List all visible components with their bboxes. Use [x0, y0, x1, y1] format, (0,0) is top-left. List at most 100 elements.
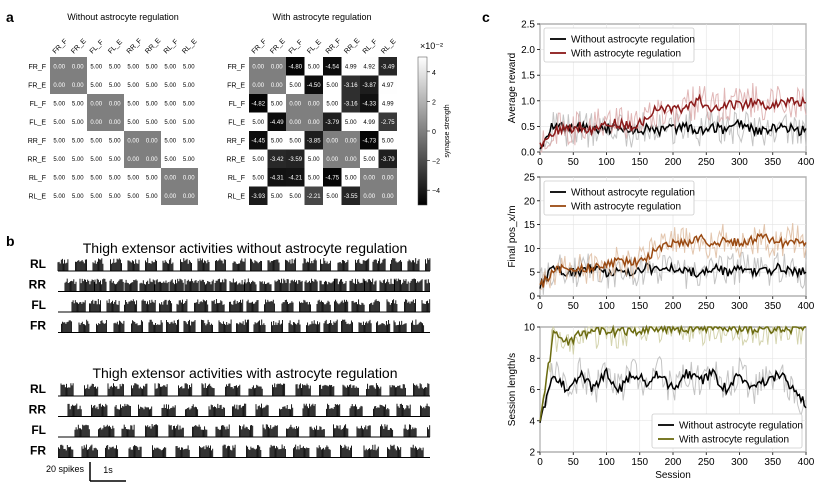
heatmap-cell-value: 5.00 [53, 138, 65, 144]
heatmap-cell [87, 186, 106, 205]
heatmap-cell [50, 168, 69, 187]
heatmap-cell-value: -4.82 [251, 101, 265, 107]
heatmap-cell-value: -3.59 [288, 157, 302, 163]
heatmap-cell-value: 0.00 [164, 194, 176, 200]
heatmap-cell [249, 131, 268, 150]
raster-row-label: RR [29, 278, 47, 292]
heatmap-cell-value: 5.00 [109, 83, 121, 89]
heatmap-cell-value: 5.00 [345, 175, 357, 181]
y-tick-label: 6 [529, 385, 535, 396]
heatmap-row-label: FL_F [229, 101, 245, 108]
heatmap-cell-value: -4.49 [270, 120, 284, 126]
heatmap-cell-value: 0.00 [72, 64, 84, 70]
heatmap-cell [286, 112, 305, 131]
heatmap-cell [124, 186, 143, 205]
heatmap-cell-value: 5.00 [127, 83, 139, 89]
x-tick-label: 50 [568, 457, 580, 468]
heatmap-cell-value: 5.00 [326, 194, 338, 200]
x-tick-label: 250 [698, 457, 715, 468]
heatmap-cell [161, 57, 180, 76]
heatmap-cell [179, 112, 198, 131]
heatmap-cell [286, 94, 305, 113]
colorbar-tick-label: 4 [432, 70, 436, 77]
heatmap-cell-value: 5.00 [72, 120, 84, 126]
heatmap-cell [179, 94, 198, 113]
heatmap-cell-value: 5.00 [53, 157, 65, 163]
heatmap-cell [323, 131, 342, 150]
legend-box [651, 413, 803, 449]
heatmap-cell-value: 5.00 [183, 64, 195, 70]
y-tick-label: 1.5 [521, 71, 535, 82]
heatmap-cell-value: -4.75 [325, 175, 339, 181]
heatmap-col-label: FL_F [89, 39, 106, 56]
heatmap-cell-value: 0.00 [90, 101, 102, 107]
heatmap-cell [323, 168, 342, 187]
heatmap-cell [68, 57, 87, 76]
heatmap-cell [360, 94, 379, 113]
heatmap-cell-value: 4.99 [345, 64, 357, 70]
heatmap-cell [360, 131, 379, 150]
raster-spike-train [60, 383, 430, 396]
heatmap-left-title: Without astrocyte regulation [67, 12, 179, 22]
heatmap-cell [267, 131, 286, 150]
heatmap-cell [360, 57, 379, 76]
heatmap-cell [124, 112, 143, 131]
heatmap-cell [267, 94, 286, 113]
heatmap-cell-value: 5.00 [53, 101, 65, 107]
legend-label: Without astrocyte regulation [571, 35, 695, 46]
y-tick-label: 2.0 [521, 45, 535, 56]
heatmap-row-label: FR_E [227, 82, 245, 89]
heatmap-cell-value: 5.00 [90, 157, 102, 163]
heatmap-cell-value: 5.00 [127, 175, 139, 181]
raster-bottom-title: Thigh extensor activities with astrocyte… [92, 365, 397, 381]
heatmap-cell [68, 168, 87, 187]
scalebar-y-label: 20 spikes [46, 464, 85, 474]
heatmap-cell [286, 168, 305, 187]
heatmap-cell-value: 0.00 [363, 175, 375, 181]
heatmap-cell [179, 131, 198, 150]
heatmap-cell [142, 112, 161, 131]
raster-row-label: FL [31, 298, 46, 312]
heatmap-cell-value: 5.00 [90, 138, 102, 144]
heatmap-cell [378, 75, 397, 94]
heatmap-cell [341, 57, 360, 76]
heatmap-cell-value: 0.00 [382, 194, 394, 200]
heatmap-cell [87, 149, 106, 168]
heatmap-col-label: FR_F [251, 38, 268, 55]
heatmap-cell [142, 57, 161, 76]
panel-letter-b: b [6, 233, 15, 249]
heatmap-cell [50, 149, 69, 168]
y-tick-label: 0.5 [521, 122, 535, 133]
heatmap-cell-value: 5.00 [53, 120, 65, 126]
y-tick-label: 4 [529, 416, 535, 427]
heatmap-cell [68, 149, 87, 168]
x-tick-label: 50 [568, 301, 580, 312]
x-tick-label: 250 [698, 301, 715, 312]
heatmap-cell [323, 149, 342, 168]
heatmap-cell-value: 0.00 [109, 120, 121, 126]
heatmap-cell [105, 94, 124, 113]
x-tick-label: 100 [598, 157, 615, 168]
x-tick-label: 400 [798, 301, 815, 312]
heatmap-cell [50, 131, 69, 150]
heatmap-cell [378, 112, 397, 131]
x-tick-label: 0 [537, 157, 543, 168]
heatmap-cell [179, 75, 198, 94]
heatmap-cell [105, 75, 124, 94]
series-smoothed-line [539, 324, 806, 422]
heatmap-cell [87, 94, 106, 113]
heatmap-cell [286, 75, 305, 94]
heatmap-cell-value: 0.00 [252, 83, 264, 89]
heatmap-cell-value: -3.93 [251, 194, 265, 200]
raster-spike-train [67, 403, 430, 417]
heatmap-cell-value: -3.16 [344, 83, 358, 89]
heatmap-cell [378, 149, 397, 168]
heatmap-cell-value: 0.00 [146, 138, 158, 144]
series-smoothed-line [539, 232, 807, 288]
heatmap-cell [323, 75, 342, 94]
x-tick-label: 300 [731, 301, 748, 312]
heatmap-cell-value: 5.00 [271, 138, 283, 144]
heatmap-row-label: RR_E [226, 156, 245, 163]
x-tick-label: 300 [731, 457, 748, 468]
